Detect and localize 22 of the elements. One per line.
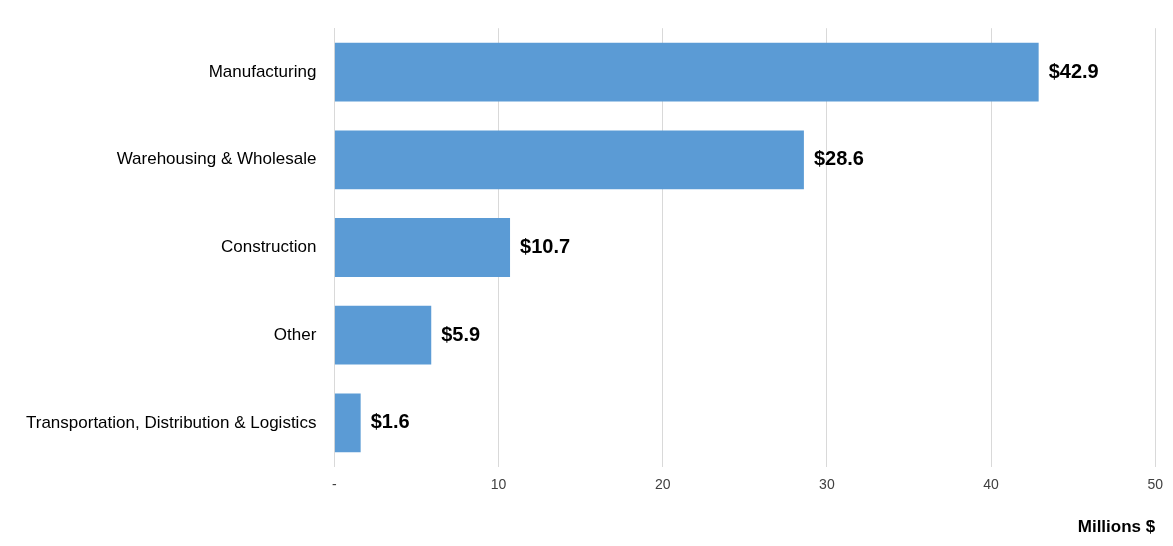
data-label: $28.6 — [813, 147, 864, 170]
bar — [334, 42, 1039, 102]
y-tick-label: Transportation, Distribution & Logistics — [26, 412, 317, 432]
y-tick-label: Warehousing & Wholesale — [116, 149, 317, 169]
x-tick-label: 20 — [654, 476, 671, 493]
y-tick-label: Other — [273, 324, 317, 344]
bar — [334, 393, 361, 453]
x-tick-label: - — [332, 476, 338, 493]
data-label: $42.9 — [1048, 59, 1099, 82]
y-tick-label: Construction — [220, 237, 317, 257]
x-axis-title: Millions $ — [1077, 517, 1156, 537]
data-label: $5.9 — [441, 322, 481, 345]
x-tick-label: 30 — [819, 476, 835, 493]
x-tick-label: 10 — [490, 476, 507, 493]
bar — [334, 305, 432, 365]
x-tick-label: 50 — [1147, 476, 1164, 493]
data-label: $1.6 — [370, 410, 410, 433]
x-tick-label: 40 — [983, 476, 1000, 493]
y-tick-label: Manufacturing — [208, 61, 317, 81]
data-label: $10.7 — [520, 235, 571, 258]
bar — [334, 130, 804, 190]
bar — [334, 218, 511, 277]
